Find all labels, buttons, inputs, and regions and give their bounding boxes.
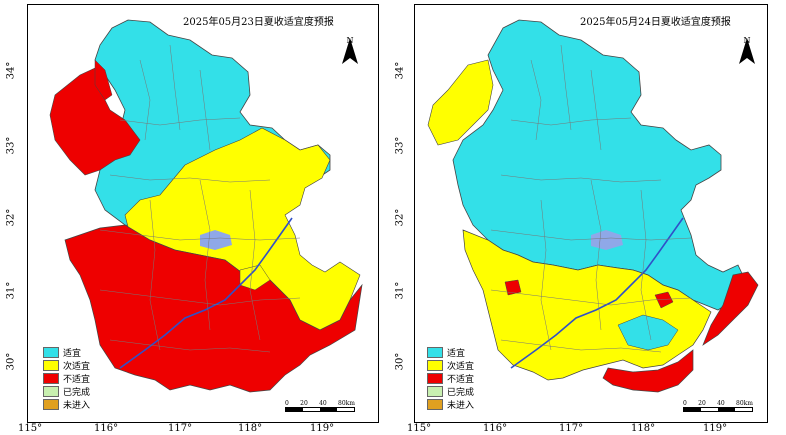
legend-label: 未进入 — [447, 401, 475, 411]
legend-item: 已完成 — [427, 385, 474, 398]
legend-item: 已完成 — [43, 385, 90, 398]
region-unsuitable-south — [602, 349, 694, 393]
yangtze-river — [119, 217, 293, 369]
legend-swatch — [427, 347, 443, 358]
map-title: 2025年05月23日夏收适宜度预报 — [183, 17, 334, 28]
legend-swatch — [43, 347, 59, 358]
legend-item: 适宜 — [43, 346, 90, 359]
scale-bar: 0 20 40 80km — [683, 400, 753, 412]
legend-label: 未进入 — [63, 401, 91, 411]
map-legend: 适宜 次适宜 不适宜 已完成 未进入 — [43, 346, 90, 411]
legend-label: 不适宜 — [447, 375, 475, 385]
province-map-left — [49, 19, 363, 393]
scale-label: 0 — [285, 400, 289, 407]
legend-item: 未进入 — [427, 398, 474, 411]
x-tick: 117° — [168, 423, 193, 434]
lake — [591, 230, 623, 250]
scale-label: 40 — [717, 400, 725, 407]
legend-swatch — [43, 360, 59, 371]
scale-label: 0 — [683, 400, 687, 407]
x-tick: 119° — [310, 423, 335, 434]
map-legend: 适宜 次适宜 不适宜 已完成 未进入 — [427, 346, 474, 411]
province-map-right — [427, 19, 759, 393]
legend-swatch — [43, 386, 59, 397]
y-tick: 31° — [394, 281, 406, 300]
x-tick: 116° — [483, 423, 508, 434]
scale-bar: 0 20 40 80km — [285, 400, 355, 412]
x-tick: 118° — [631, 423, 656, 434]
north-arrow: N — [340, 36, 360, 64]
legend-item: 未进入 — [43, 398, 90, 411]
legend-label: 适宜 — [447, 349, 466, 359]
north-arrow-icon — [739, 38, 755, 64]
x-tick: 118° — [238, 423, 263, 434]
legend-item: 不适宜 — [43, 372, 90, 385]
y-tick: 32° — [5, 208, 17, 227]
y-tick: 34° — [5, 61, 17, 80]
legend-item: 适宜 — [427, 346, 474, 359]
region-unsuitable-south — [64, 224, 363, 393]
legend-swatch — [427, 360, 443, 371]
left-map-panel: 2025年05月23日夏收适宜度预报 N 适宜 次适宜 不适宜 已完成 未进入 … — [5, 4, 379, 434]
x-tick: 115° — [18, 423, 43, 434]
right-map-panel: 2025年05月24日夏收适宜度预报 N 适宜 次适宜 不适宜 已完成 未进入 … — [393, 0, 786, 435]
y-tick: 31° — [5, 281, 17, 300]
x-tick: 117° — [559, 423, 584, 434]
scale-label: 80km — [736, 400, 753, 407]
legend-swatch — [427, 386, 443, 397]
scale-label: 40 — [319, 400, 327, 407]
scale-label: 80km — [338, 400, 355, 407]
legend-item: 次适宜 — [43, 359, 90, 372]
region-unsuitable-small — [654, 291, 674, 309]
x-tick: 115° — [407, 423, 432, 434]
map-title: 2025年05月24日夏收适宜度预报 — [580, 17, 731, 28]
region-unsuitable-small — [504, 279, 522, 296]
x-tick: 119° — [703, 423, 728, 434]
yangtze-river — [510, 217, 684, 369]
county-borders — [490, 44, 692, 353]
north-arrow-icon — [342, 38, 358, 64]
legend-swatch — [43, 399, 59, 410]
legend-swatch — [427, 373, 443, 384]
legend-item: 次适宜 — [427, 359, 474, 372]
county-borders — [99, 44, 301, 353]
legend-swatch — [427, 399, 443, 410]
map-layer — [49, 19, 363, 393]
region-yellow-small — [239, 264, 271, 291]
legend-label: 次适宜 — [63, 362, 91, 372]
x-tick: 116° — [94, 423, 119, 434]
y-tick: 33° — [5, 136, 17, 155]
north-arrow: N — [737, 36, 757, 64]
legend-label: 不适宜 — [63, 375, 91, 385]
y-tick: 33° — [394, 136, 406, 155]
legend-label: 已完成 — [63, 388, 91, 398]
y-tick: 30° — [394, 352, 406, 371]
legend-label: 适宜 — [63, 349, 82, 359]
legend-swatch — [43, 373, 59, 384]
legend-label: 已完成 — [447, 388, 475, 398]
y-tick: 30° — [5, 352, 17, 371]
region-red-small — [94, 59, 113, 101]
legend-label: 次适宜 — [447, 362, 475, 372]
legend-item: 不适宜 — [427, 372, 474, 385]
region-unsuitable-southeast — [702, 271, 759, 346]
y-tick: 34° — [394, 61, 406, 80]
lake — [200, 230, 232, 250]
scale-label: 20 — [698, 400, 706, 407]
scale-label: 20 — [300, 400, 308, 407]
map-layer — [427, 19, 759, 393]
y-tick: 32° — [394, 208, 406, 227]
region-subsuitable-west — [427, 59, 494, 146]
